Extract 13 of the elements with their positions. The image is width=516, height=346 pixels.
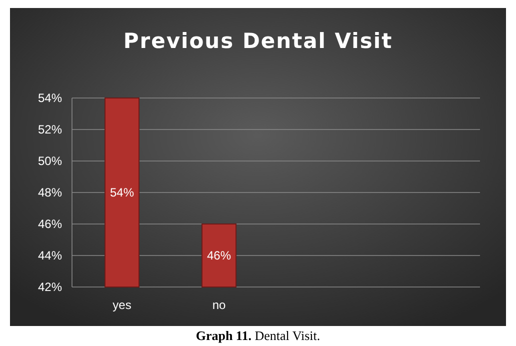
data-label: 54% — [110, 186, 134, 200]
x-tick-label: no — [212, 298, 226, 312]
y-tick-label: 46% — [38, 217, 62, 232]
data-label: 46% — [206, 248, 232, 263]
y-tick-label: 50% — [38, 154, 62, 168]
y-tick-label: 44% — [38, 248, 62, 263]
x-tick-label: yes — [112, 298, 132, 312]
chart-title: Previous Dental Visit — [123, 29, 393, 53]
caption: Graph 11. Dental Visit. — [196, 328, 320, 343]
y-tick-label: 52% — [38, 122, 62, 137]
y-tick-label: 42% — [38, 280, 62, 294]
y-tick-label: 54% — [38, 91, 62, 106]
y-tick-label: 48% — [38, 186, 62, 200]
